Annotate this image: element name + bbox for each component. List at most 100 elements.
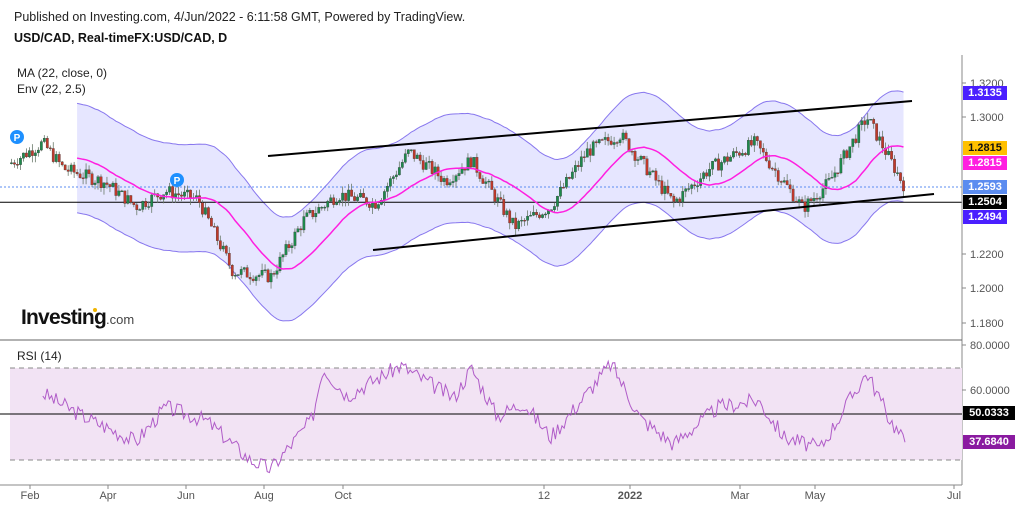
candle-body bbox=[690, 184, 694, 189]
price-tick-label: 1.3000 bbox=[970, 112, 1004, 124]
rsi-badge: 50.0333 bbox=[963, 406, 1015, 420]
candle-body bbox=[126, 195, 130, 204]
candle-body bbox=[451, 181, 455, 183]
candle-body bbox=[794, 201, 798, 203]
candle-body bbox=[186, 189, 189, 193]
candle-body bbox=[51, 148, 55, 162]
candle-body bbox=[284, 244, 288, 255]
ma-legend: MA (22, close, 0) bbox=[17, 66, 108, 80]
candle-body bbox=[681, 191, 685, 203]
candle-body bbox=[460, 168, 464, 174]
candle-body bbox=[720, 162, 723, 171]
candle-body bbox=[502, 199, 506, 215]
candle-body bbox=[248, 277, 252, 280]
candle-body bbox=[213, 226, 216, 228]
candle-body bbox=[427, 161, 431, 163]
candle-body bbox=[800, 199, 804, 202]
candle-body bbox=[538, 214, 541, 218]
candle-body bbox=[830, 177, 834, 179]
candle-body bbox=[729, 156, 732, 162]
rsi-line bbox=[42, 359, 906, 474]
candle-body bbox=[723, 156, 726, 163]
candle-body bbox=[559, 187, 562, 197]
candle-body bbox=[517, 220, 521, 230]
candle-body bbox=[645, 158, 649, 176]
candle-body bbox=[788, 184, 792, 190]
moving-average-line bbox=[76, 145, 904, 270]
candle-body bbox=[275, 270, 279, 275]
candle-body bbox=[767, 160, 771, 169]
candle-body bbox=[63, 164, 67, 171]
candle-body bbox=[472, 157, 476, 168]
candle-body bbox=[380, 200, 383, 205]
candle-body bbox=[618, 139, 622, 143]
candle-body bbox=[317, 207, 321, 214]
candle-body bbox=[893, 158, 896, 173]
candle-body bbox=[627, 138, 631, 152]
candle-body bbox=[350, 189, 353, 197]
candle-body bbox=[78, 173, 82, 178]
candle-body bbox=[424, 162, 428, 170]
candle-body bbox=[878, 136, 881, 141]
time-tick-label: 2022 bbox=[618, 490, 642, 502]
candle-body bbox=[526, 215, 529, 221]
candle-body bbox=[329, 197, 333, 202]
candle-body bbox=[320, 207, 324, 209]
candle-body bbox=[654, 170, 658, 181]
candle-body bbox=[48, 147, 52, 150]
candle-body bbox=[34, 152, 37, 156]
rsi-badge: 37.6840 bbox=[963, 435, 1015, 449]
price-badge: 1.2593 bbox=[963, 180, 1007, 194]
candle-body bbox=[445, 178, 449, 186]
candle-body bbox=[75, 172, 79, 175]
candle-body bbox=[866, 119, 870, 125]
candle-body bbox=[860, 120, 864, 125]
candle-body bbox=[562, 187, 565, 189]
candle-body bbox=[16, 164, 19, 166]
candle-body bbox=[863, 120, 867, 125]
candle-body bbox=[341, 192, 344, 201]
p-marker-icon bbox=[10, 130, 24, 144]
candle-body bbox=[875, 123, 879, 141]
candle-body bbox=[81, 177, 85, 179]
candle-body bbox=[257, 275, 261, 277]
candle-body bbox=[120, 190, 124, 193]
candle-body bbox=[642, 156, 646, 159]
candle-body bbox=[215, 226, 219, 241]
candle-body bbox=[621, 132, 625, 141]
candle-body bbox=[582, 156, 586, 158]
candle-body bbox=[597, 139, 601, 144]
candle-body bbox=[415, 154, 419, 159]
candle-body bbox=[573, 165, 577, 173]
candle-body bbox=[776, 170, 780, 182]
candle-body bbox=[869, 119, 873, 121]
candle-body bbox=[535, 212, 538, 216]
candle-body bbox=[571, 171, 574, 179]
candle-body bbox=[672, 195, 676, 202]
candle-body bbox=[603, 137, 607, 140]
candle-body bbox=[565, 177, 568, 188]
candle-body bbox=[332, 197, 336, 205]
candle-body bbox=[60, 161, 64, 166]
candle-body bbox=[260, 270, 264, 276]
candle-body bbox=[19, 158, 22, 165]
candle-body bbox=[392, 176, 395, 179]
candle-body bbox=[389, 178, 392, 187]
candle-body bbox=[738, 152, 741, 156]
candle-body bbox=[54, 154, 58, 162]
candle-body bbox=[600, 139, 604, 141]
candle-body bbox=[290, 245, 294, 248]
candle-body bbox=[833, 172, 837, 178]
candle-body bbox=[815, 198, 819, 200]
candle-body bbox=[278, 256, 282, 271]
candle-body bbox=[251, 278, 255, 281]
candle-body bbox=[669, 193, 673, 197]
rsi-legend: RSI (14) bbox=[17, 349, 62, 363]
candle-body bbox=[475, 157, 479, 173]
candle-body bbox=[141, 201, 145, 210]
investing-logo: Investing.com bbox=[21, 306, 134, 330]
candle-body bbox=[761, 148, 765, 153]
candle-body bbox=[430, 161, 434, 174]
candle-body bbox=[857, 124, 861, 143]
